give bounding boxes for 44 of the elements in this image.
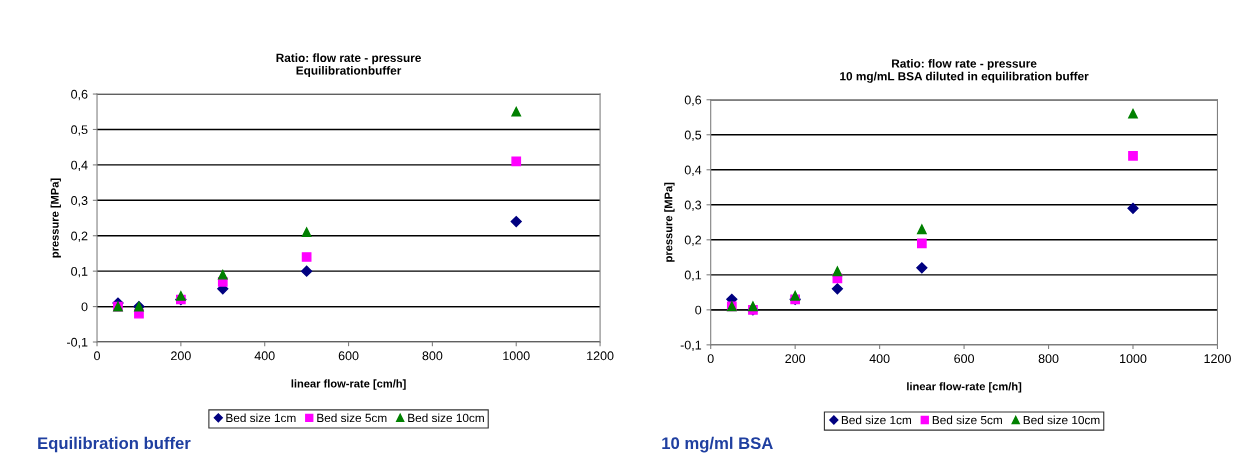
y-tick-label: 0,1 [71, 266, 88, 278]
x-tick-label: 0 [94, 351, 101, 361]
legend-label: Bed size 5cm [317, 413, 387, 423]
x-tick-label: 400 [254, 351, 275, 361]
x-tick-label: 200 [785, 354, 806, 364]
x-tick-label: 1200 [1204, 354, 1231, 364]
legend-label: Bed size 10cm [1023, 415, 1100, 425]
x-tick-label: 600 [954, 354, 975, 364]
x-tick-label: 1200 [587, 351, 614, 361]
y-axis-title: pressure [MPa] [50, 178, 61, 258]
x-tick-label: 800 [422, 351, 443, 361]
legend-label: Bed size 1cm [226, 413, 296, 423]
x-tick-label: 1000 [503, 351, 530, 361]
x-tick-label: 400 [869, 354, 890, 364]
y-tick-label: 0,5 [71, 125, 88, 136]
y-tick-label: -0,1 [67, 337, 88, 349]
x-tick-label: 200 [171, 351, 191, 361]
x-tick-label: 1000 [1120, 354, 1147, 364]
chart-title: Ratio: flow rate - pressure 10 mg/mL BSA diluted in equilibration buffer [840, 59, 1089, 83]
y-tick-label: 0,4 [71, 160, 88, 172]
text: 10 mg/ml BSA [662, 436, 773, 453]
y-tick-label: 0 [695, 305, 702, 315]
x-tick-label: 800 [1038, 354, 1059, 364]
legend-label: Bed size 5cm [932, 415, 1002, 425]
y-tick-label: 0,1 [684, 270, 702, 281]
y-tick-label: 0,6 [684, 95, 702, 106]
x-axis-title: linear flow-rate [cm/h] [291, 379, 406, 390]
y-tick-label: 0,2 [684, 235, 702, 246]
x-tick-label: 600 [338, 351, 359, 361]
legend-label: Bed size 10cm [408, 413, 484, 423]
y-tick-label: 0,3 [684, 200, 702, 211]
y-tick-label: 0,5 [684, 130, 702, 141]
y-axis-title: pressure [MPa] [664, 182, 675, 262]
x-tick-label: 0 [707, 354, 714, 364]
chart-title: Ratio: flow rate - pressure Equilibrationbuffer [276, 53, 421, 78]
x-axis-title: linear flow-rate [cm/h] [907, 382, 1022, 393]
text: Equilibration buffer [38, 436, 191, 453]
legend-label: Bed size 1cm [841, 415, 912, 425]
y-tick-label: 0,2 [71, 231, 88, 242]
y-tick-label: -0,1 [680, 340, 702, 351]
y-tick-label: 0,3 [71, 196, 88, 207]
y-tick-label: 0 [81, 302, 88, 312]
y-tick-label: 0,4 [684, 165, 702, 176]
y-tick-label: 0,6 [71, 89, 88, 101]
